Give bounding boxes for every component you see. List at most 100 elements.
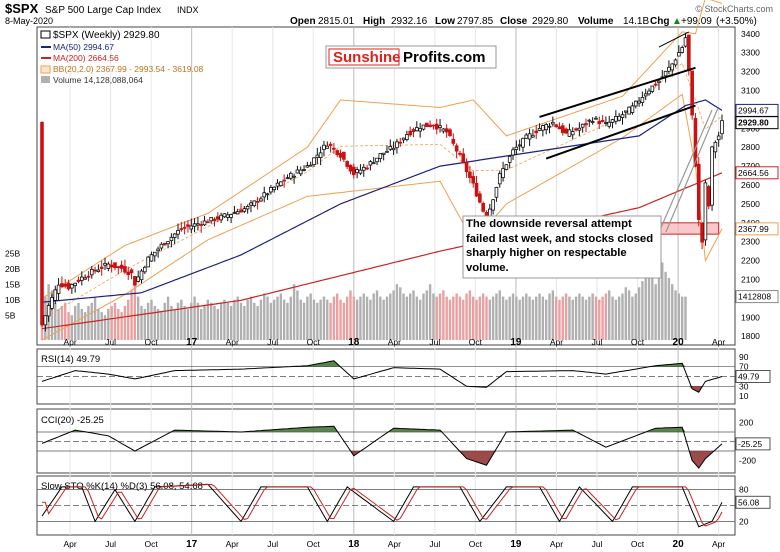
- candle-body: [584, 123, 588, 126]
- high-value: 2932.16: [391, 16, 428, 27]
- volume-bar: [402, 293, 405, 340]
- candle-body: [690, 70, 694, 116]
- volume-bar: [113, 302, 117, 340]
- volume-bar: [661, 262, 664, 340]
- open-label: Open: [290, 16, 316, 27]
- price-tick-label: 2700: [741, 161, 760, 171]
- price-tick-label: 3100: [741, 85, 760, 95]
- volume-bar: [535, 296, 538, 340]
- volume-bar: [511, 293, 515, 340]
- volume-bar: [415, 296, 419, 340]
- sto-value-tag: [735, 495, 771, 509]
- volume-bar: [180, 299, 183, 340]
- candle-body: [239, 209, 243, 213]
- candle-body: [295, 169, 300, 174]
- candle-body: [172, 233, 177, 238]
- volume-bar: [627, 290, 631, 340]
- candle-body: [298, 169, 303, 175]
- volume-bar: [233, 299, 236, 340]
- candle-body: [186, 224, 190, 227]
- candle-body: [514, 146, 519, 150]
- candle-body: [411, 129, 416, 133]
- x-tick-label-bottom: Oct: [307, 539, 321, 549]
- volume-bar: [581, 296, 584, 340]
- candle-body: [249, 202, 253, 206]
- indicators: RSI(14) 49.79 CCI(20) -25.25 Slow STO %K(1…: [37, 354, 735, 528]
- volume-bar: [654, 284, 657, 340]
- candle-body: [66, 282, 71, 290]
- legend-swatch-bb: [40, 65, 51, 74]
- candle-body: [305, 165, 310, 168]
- candle-body: [269, 187, 273, 193]
- volume-bar: [332, 296, 336, 340]
- volume-tick-label: 10B: [5, 295, 20, 305]
- candle-body: [381, 152, 386, 155]
- candle-body: [713, 141, 718, 153]
- volume-bar: [319, 299, 322, 340]
- x-tick-label-bottom: 18: [348, 539, 360, 550]
- candle-body: [149, 254, 154, 262]
- candle-body: [557, 126, 562, 130]
- volume-bar: [389, 293, 392, 340]
- volume-bar: [498, 290, 501, 340]
- trend-lines: [539, 31, 696, 160]
- volume-bar: [472, 296, 475, 340]
- rsi-value-label: 49.79: [738, 372, 760, 382]
- annotation-arrow-1: [659, 109, 713, 231]
- candle-body: [663, 70, 668, 77]
- candle-body: [577, 127, 582, 131]
- candle-body: [710, 146, 714, 206]
- volume-bar: [594, 296, 598, 340]
- close-value: 2929.80: [532, 16, 569, 27]
- volume-bar: [299, 299, 302, 340]
- candle-body: [96, 269, 101, 272]
- volume-bar: [239, 302, 243, 340]
- candle-body: [431, 124, 436, 127]
- volume-bar: [641, 281, 644, 340]
- x-tick-label: Jul: [267, 337, 278, 347]
- candle-body: [123, 266, 127, 273]
- candle-body: [50, 297, 54, 309]
- candle-body: [103, 262, 107, 266]
- volume-bar: [452, 296, 455, 340]
- candles: [40, 33, 724, 332]
- candle-body: [318, 152, 323, 158]
- candle-body: [693, 117, 698, 167]
- candle-body: [478, 193, 482, 203]
- volume-bar: [491, 296, 495, 340]
- candle-body: [620, 114, 625, 118]
- price-tag-label: 2929.80: [738, 118, 769, 128]
- candle-body: [696, 163, 701, 220]
- candle-body: [80, 276, 84, 281]
- candle-body: [242, 208, 247, 212]
- rsi-title: RSI(14) 49.79: [41, 354, 100, 365]
- volume-bar: [541, 296, 545, 340]
- candle-body: [604, 122, 608, 124]
- volume-bar: [671, 284, 674, 340]
- candle-body: [76, 279, 81, 282]
- volume-bar: [365, 296, 369, 340]
- candle-body: [667, 66, 671, 72]
- close-label: Close: [500, 16, 528, 27]
- candle-body: [176, 229, 180, 235]
- candle-body: [46, 305, 51, 317]
- candle-body: [199, 224, 204, 226]
- candle-body: [129, 269, 134, 274]
- volume-bar: [110, 305, 113, 340]
- sto-tick-label: 20: [739, 516, 749, 526]
- candle-body: [650, 85, 655, 92]
- rsi-value-tag: [735, 370, 771, 383]
- volume-bar: [359, 296, 362, 340]
- volume-bar: [475, 299, 478, 340]
- candle-body: [225, 214, 230, 218]
- x-tick-label: Apr: [63, 337, 76, 347]
- candle-body: [624, 110, 628, 113]
- x-tick-label: 19: [510, 337, 522, 348]
- candle-body: [252, 200, 257, 207]
- candle-body: [345, 161, 349, 167]
- volume-bar: [538, 293, 541, 340]
- chg-value: +99.09: [681, 16, 712, 27]
- volume-bar: [83, 312, 87, 340]
- x-tick-label: Oct: [631, 337, 645, 347]
